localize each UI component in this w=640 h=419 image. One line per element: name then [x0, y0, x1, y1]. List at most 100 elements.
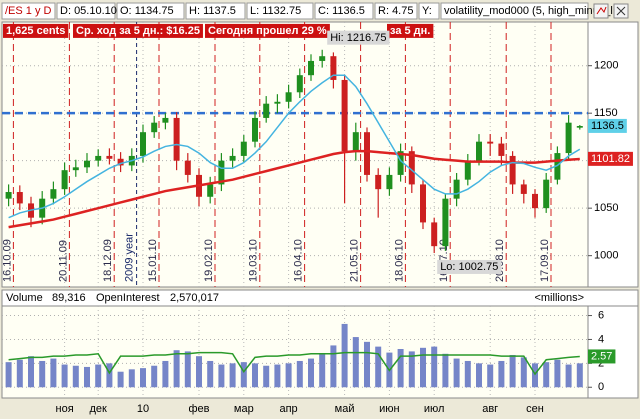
candle-body	[532, 193, 538, 209]
y-tick-label: 1050	[594, 202, 618, 214]
field-label: C:	[318, 5, 329, 17]
volume-bar	[106, 363, 113, 388]
volume-bar	[476, 363, 482, 388]
y-tick-label: 1200	[594, 60, 618, 72]
field-value: 1132.75	[262, 5, 301, 17]
field: D: 05.10.10	[60, 5, 117, 17]
volume-bar	[498, 360, 505, 388]
volume-bar	[397, 349, 404, 388]
tag-bg	[437, 259, 502, 274]
volume-bar	[420, 347, 426, 388]
series-current: 89,316	[52, 292, 86, 304]
volume-bar	[218, 364, 225, 388]
header-cell	[1, 2, 56, 20]
candle-body	[240, 141, 247, 156]
candle-body	[565, 122, 572, 154]
icon-glyph	[596, 6, 607, 15]
field: H: 1137.5	[189, 5, 236, 17]
candle-body	[498, 143, 505, 156]
volume-bar	[263, 365, 270, 388]
expiration-label: 19.02.10	[203, 239, 215, 282]
expiration-label: 15.01.10	[147, 239, 159, 282]
volume-bar	[565, 364, 572, 388]
candle-body	[442, 198, 449, 247]
y-tick-label: 1000	[594, 250, 618, 262]
lo-label-text: Lo:	[440, 261, 455, 273]
candle-body	[285, 92, 292, 102]
candle-body	[554, 153, 561, 180]
volume-bar	[173, 350, 180, 388]
lo-label-value: 1002.75	[459, 261, 499, 273]
field: R: 4.75	[378, 5, 413, 17]
candle-body	[509, 155, 516, 185]
tag-bg	[205, 23, 330, 38]
candle-body	[16, 192, 23, 204]
candle-body	[50, 189, 57, 199]
volume-bar	[28, 356, 34, 388]
toolbar-icon[interactable]	[593, 3, 609, 19]
volume-bar	[207, 360, 214, 388]
volume-bar	[330, 345, 337, 388]
candle-body	[162, 117, 169, 123]
field-value: 4.75	[392, 5, 413, 17]
x-tick-label: 10	[137, 403, 149, 415]
tag-bg	[387, 23, 434, 38]
units: <millions>	[534, 292, 584, 304]
symbol: /ES 1 y D	[5, 5, 52, 17]
volume-bar	[341, 323, 348, 388]
volume-bar	[72, 365, 79, 388]
volume-bar	[140, 368, 146, 388]
x-tick-label: мар	[234, 403, 254, 415]
field-value: 1136.5	[332, 5, 365, 17]
field: C: 1136.5	[318, 5, 365, 17]
volume-bar	[39, 360, 46, 388]
candle-body	[375, 174, 382, 190]
candle-body	[184, 160, 191, 175]
volume-bar	[229, 363, 236, 388]
candle-body	[229, 155, 236, 161]
volume-bar	[117, 371, 124, 388]
header-cell	[314, 2, 374, 20]
x-tick-label: сен	[526, 403, 544, 415]
info-tag: 1,625 cents	[6, 25, 65, 37]
volume-bar	[95, 364, 102, 388]
hi-label: Hi: 1216.75	[330, 32, 386, 44]
candle-body	[252, 117, 258, 142]
volume-bar	[408, 351, 415, 388]
volume-bar	[162, 360, 169, 388]
volume-bar	[128, 369, 135, 388]
candle-body	[543, 179, 550, 209]
field: O: 1134.75	[120, 5, 174, 17]
header-cell	[418, 2, 440, 20]
expiration-label: 19.03.10	[248, 239, 260, 282]
info-tag: Ср. ход за 5 дн.: $16.25	[76, 25, 200, 37]
header-cell	[246, 2, 314, 20]
tag-bg	[588, 349, 616, 364]
candle-body	[386, 174, 393, 190]
series-current: 2,570,017	[170, 292, 219, 304]
volume-bar	[252, 363, 258, 388]
header-cell	[440, 2, 589, 20]
volume-bar	[151, 365, 158, 388]
x-tick-label: апр	[279, 403, 297, 415]
volume-bar	[84, 366, 90, 388]
candle-body	[207, 184, 214, 197]
volume-bar	[487, 364, 494, 388]
oi-tag: 2.57	[591, 350, 612, 362]
lo-label: Lo: 1002.75	[440, 261, 498, 273]
volume-bar	[442, 353, 449, 388]
volume-bar	[543, 362, 550, 388]
candle-body	[84, 160, 90, 168]
volume-bar	[196, 356, 202, 388]
x-tick-label: май	[335, 403, 355, 415]
ma-tag: 1101.82	[591, 153, 630, 165]
candle-body	[364, 132, 370, 175]
volume-bar	[296, 360, 303, 388]
candle-body	[106, 155, 113, 159]
volume-bar	[576, 363, 583, 388]
volume-bar	[16, 359, 23, 388]
y-tick-label: 1150	[594, 107, 618, 119]
last-price-tag: 1136.5	[591, 120, 624, 132]
candle-body	[464, 160, 471, 180]
